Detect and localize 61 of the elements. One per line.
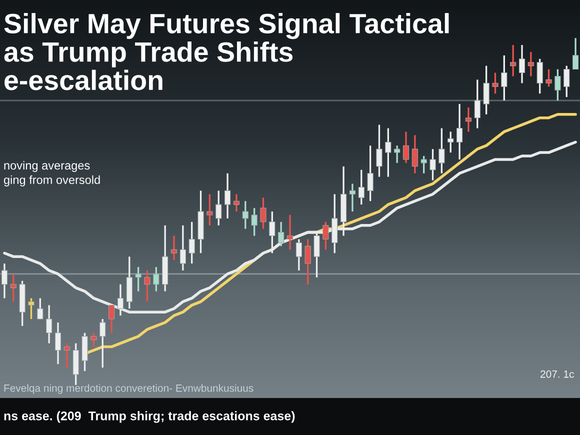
candlestick <box>322 221 329 250</box>
candlestick <box>483 64 490 116</box>
candlestick <box>90 332 97 348</box>
candlestick <box>376 124 382 178</box>
candlestick <box>224 172 231 220</box>
candlestick <box>402 130 410 164</box>
candlestick <box>564 64 570 98</box>
candlestick <box>314 231 320 278</box>
candlestick <box>216 190 222 226</box>
chart-title: Silver May Futures Signal Tactical as Trump Trade Shifts e-escalation <box>4 13 449 90</box>
candlestick <box>448 130 454 154</box>
candlestick <box>385 127 392 178</box>
candlestick <box>46 304 52 344</box>
candlestick <box>180 224 186 272</box>
text: noving averages ging from oversold <box>4 160 100 186</box>
annotation: 207. 1c <box>540 370 574 378</box>
candlestick <box>206 193 213 226</box>
candlestick <box>430 148 436 182</box>
candlestick <box>170 234 178 261</box>
candlestick <box>572 37 579 70</box>
candlestick <box>37 297 44 320</box>
candlestick <box>474 78 480 130</box>
candlestick <box>64 342 70 368</box>
candlestick <box>465 106 472 133</box>
annotation: Fevelqa ning merdotion converetion- Evnwbunkusiuus <box>4 384 254 394</box>
candlestick <box>144 270 150 303</box>
candlestick <box>358 169 364 206</box>
candlestick <box>510 44 516 78</box>
candlestick <box>135 266 142 292</box>
candlestick <box>420 155 427 174</box>
candlestick <box>278 221 284 248</box>
candlestick <box>10 273 16 303</box>
candlestick <box>153 266 160 292</box>
candlestick <box>536 58 543 94</box>
candlestick <box>242 200 248 230</box>
candlestick <box>492 72 498 94</box>
candlestick <box>251 207 258 237</box>
candlestick <box>501 54 508 102</box>
candlestick <box>108 304 115 334</box>
candlestick <box>233 193 240 212</box>
candlestick <box>528 51 534 78</box>
text: ns ease. (209 Trump shirg; trade escations ease) <box>4 411 295 423</box>
candlestick <box>518 44 526 84</box>
candlestick <box>286 214 294 250</box>
candlestick <box>456 103 463 160</box>
candlestick <box>546 68 552 88</box>
candlestick <box>296 238 302 272</box>
candlestick <box>54 322 62 365</box>
candlestick <box>269 210 276 254</box>
candlestick <box>1 262 8 300</box>
candlestick <box>100 318 106 368</box>
candlestick <box>394 144 400 164</box>
candlestick <box>412 134 418 174</box>
candlestick <box>349 182 356 212</box>
candlestick <box>367 144 374 202</box>
candlestick <box>438 127 445 174</box>
candlestick <box>28 297 34 320</box>
candlestick <box>188 221 195 264</box>
candlestick <box>554 68 561 102</box>
candlestick <box>304 238 311 286</box>
candlestick <box>260 196 266 230</box>
